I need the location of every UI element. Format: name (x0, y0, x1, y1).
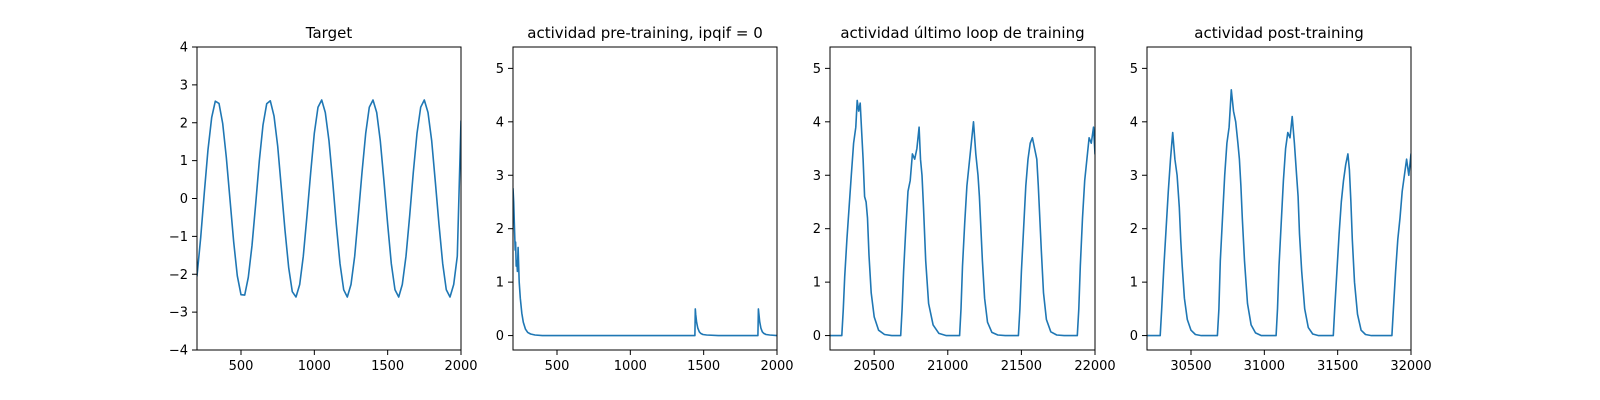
x-tick-label: 31500 (1317, 359, 1358, 374)
axes-frame (829, 46, 1096, 351)
chart-title: actividad último loop de training (840, 24, 1084, 42)
axes-frame (1146, 46, 1412, 351)
y-tick-label: 0 (180, 192, 188, 207)
y-tick-label: 5 (1130, 62, 1138, 77)
series-line (513, 187, 777, 337)
y-tick-label: −1 (169, 230, 188, 245)
x-tick-label: 1500 (371, 359, 404, 374)
x-tick-label: 21500 (1001, 359, 1042, 374)
x-tick-label: 32000 (1390, 359, 1431, 374)
y-tick-label: 0 (813, 329, 821, 344)
x-tick-label: 500 (545, 359, 570, 374)
chart-panel-3: 20500 21000 21500 22000 0 1 2 3 4 5 actividad últi… (813, 24, 1116, 374)
y-tick-label: 4 (180, 41, 188, 56)
y-tick-label: 3 (1130, 169, 1138, 184)
y-tick-label: 2 (496, 222, 504, 237)
x-tick-label: 2000 (444, 359, 477, 374)
x-tick-label: 2000 (760, 359, 793, 374)
x-tick-label: 1000 (298, 359, 331, 374)
y-tick-label: 0 (496, 329, 504, 344)
y-tick-label: −2 (169, 268, 188, 283)
y-tick-label: 3 (180, 78, 188, 93)
x-tick-label: 500 (229, 359, 254, 374)
x-tick-label: 1500 (687, 359, 720, 374)
x-tick-label: 1000 (614, 359, 647, 374)
chart-panel-4: 30500 31000 31500 32000 0 1 2 3 4 5 actividad post… (1130, 24, 1432, 374)
chart-panel-1: 500 1000 1500 2000 −4 −3 −2 −1 0 1 2 3 4 Target (169, 24, 478, 374)
series-line (197, 99, 461, 298)
series-line (1147, 89, 1411, 337)
chart-panel-2: 500 1000 1500 2000 0 1 2 3 4 5 actividad pre-train… (496, 24, 794, 374)
y-tick-label: 4 (813, 115, 821, 130)
y-tick-label: 1 (1130, 276, 1138, 291)
x-tick-label: 30500 (1170, 359, 1211, 374)
y-tick-label: 0 (1130, 329, 1138, 344)
y-tick-label: 5 (813, 62, 821, 77)
y-tick-label: −4 (169, 344, 188, 359)
chart-title: actividad post-training (1194, 24, 1363, 42)
y-tick-label: 2 (180, 116, 188, 131)
x-tick-label: 22000 (1074, 359, 1115, 374)
y-tick-label: 5 (496, 62, 504, 77)
chart-title: Target (305, 24, 353, 42)
y-tick-label: 3 (496, 169, 504, 184)
x-tick-label: 20500 (853, 359, 894, 374)
y-tick-label: −3 (169, 306, 188, 321)
y-tick-label: 1 (180, 154, 188, 169)
x-tick-label: 31000 (1244, 359, 1285, 374)
y-tick-label: 4 (1130, 115, 1138, 130)
axes-frame (512, 46, 778, 351)
chart-title: actividad pre-training, ipqif = 0 (527, 24, 763, 42)
y-tick-label: 2 (813, 222, 821, 237)
series-line (830, 99, 1095, 337)
y-tick-label: 1 (496, 276, 504, 291)
y-tick-label: 2 (1130, 222, 1138, 237)
x-tick-label: 21000 (927, 359, 968, 374)
y-tick-label: 1 (813, 276, 821, 291)
y-tick-label: 3 (813, 169, 821, 184)
y-tick-label: 4 (496, 115, 504, 130)
